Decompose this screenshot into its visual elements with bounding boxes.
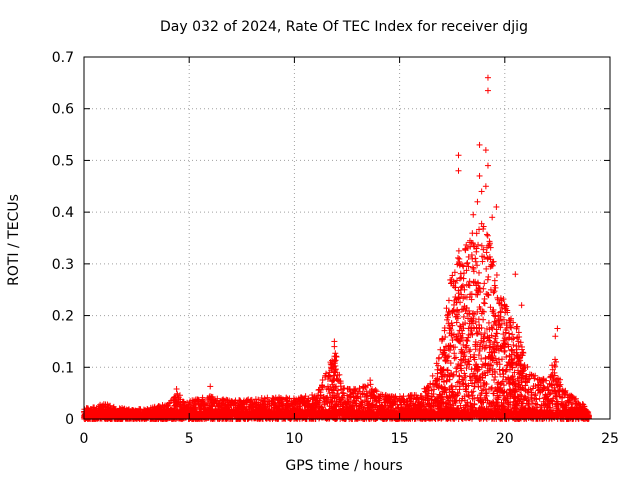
- data-point: [508, 325, 514, 331]
- data-point: [482, 300, 488, 306]
- data-point: [472, 255, 478, 261]
- data-point: [446, 297, 452, 303]
- data-point: [461, 314, 467, 320]
- data-point: [332, 350, 338, 356]
- chart-title: Day 032 of 2024, Rate Of TEC Index for r…: [160, 19, 528, 35]
- data-point: [473, 259, 479, 265]
- data-point: [455, 255, 461, 261]
- data-point: [456, 256, 462, 262]
- data-point: [436, 355, 442, 361]
- grid-layer: [84, 57, 610, 419]
- data-point: [491, 288, 497, 294]
- data-point: [474, 292, 480, 298]
- data-point: [494, 272, 500, 278]
- data-point: [473, 339, 479, 345]
- data-point: [481, 280, 487, 286]
- data-point: [485, 233, 491, 239]
- data-point: [489, 326, 495, 332]
- data-point: [485, 291, 491, 297]
- data-point: [456, 248, 462, 254]
- data-point: [476, 270, 482, 276]
- data-point: [480, 317, 486, 323]
- data-point: [457, 374, 463, 380]
- data-point: [466, 348, 472, 354]
- data-point: [479, 243, 485, 249]
- data-point: [481, 300, 487, 306]
- data-point: [464, 365, 470, 371]
- data-point: [484, 232, 490, 238]
- data-points-layer: [81, 75, 592, 422]
- data-point: [485, 274, 491, 280]
- data-point: [454, 319, 460, 325]
- data-point: [482, 355, 488, 361]
- data-point: [464, 338, 470, 344]
